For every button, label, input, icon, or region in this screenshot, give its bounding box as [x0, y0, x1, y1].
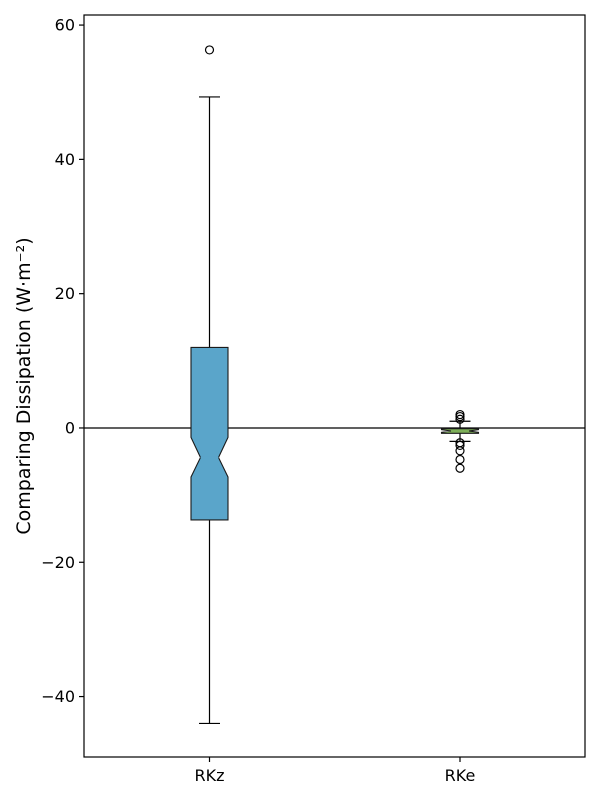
y-tick-label: 40 — [55, 150, 75, 169]
box-rke — [440, 409, 480, 473]
y-axis-label: Comparing Dissipation (W·m⁻²) — [13, 237, 35, 534]
y-tick-label: 0 — [65, 418, 75, 437]
y-tick-label: 60 — [55, 16, 75, 35]
outlier-point — [204, 45, 215, 55]
plot-marks — [84, 45, 585, 725]
axes-layer: 60 40 20 0 −20 −40 RKz RKe — [41, 14, 586, 785]
plot-frame — [83, 14, 586, 758]
outlier-point — [455, 446, 465, 456]
outlier-point — [455, 454, 465, 465]
outlier-point — [455, 411, 465, 422]
box-rkz — [190, 45, 229, 725]
notched-box — [190, 346, 229, 521]
x-tick-label-rkz: RKz — [194, 766, 224, 785]
outlier-point — [455, 440, 465, 451]
y-tick-label: 20 — [55, 284, 75, 303]
x-tick-label-rke: RKe — [445, 766, 476, 785]
y-tick-label: −40 — [41, 687, 75, 706]
y-tick-label: −20 — [41, 553, 75, 572]
outlier-point — [455, 463, 465, 473]
outlier-point — [455, 414, 465, 424]
